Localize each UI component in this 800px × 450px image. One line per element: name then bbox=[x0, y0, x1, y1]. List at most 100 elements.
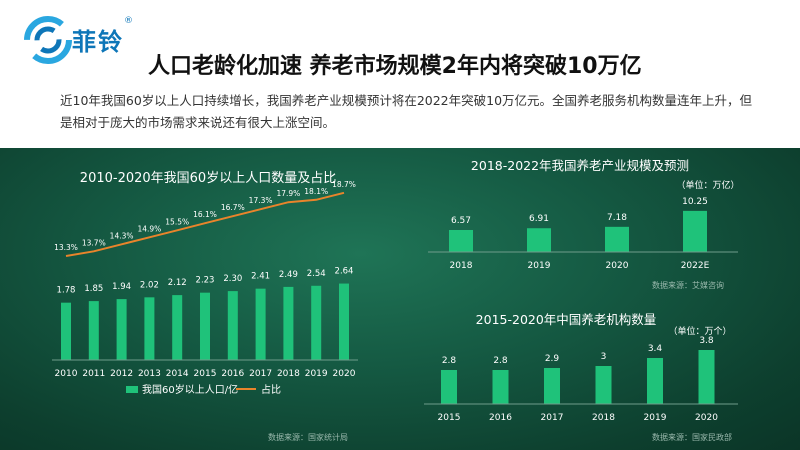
industry-bar-label: 6.57 bbox=[451, 216, 471, 226]
population-bar-label: 2.23 bbox=[196, 276, 215, 286]
population-ratio-label: 17.3% bbox=[249, 196, 273, 205]
population-bar bbox=[283, 286, 294, 360]
population-bar bbox=[61, 302, 71, 360]
institutions-bars bbox=[441, 350, 715, 404]
population-source: 数据来源：国家统计局 bbox=[268, 432, 348, 442]
population-bar-label: 2.12 bbox=[168, 278, 187, 288]
population-chart: 2010-2020年我国60岁以上人口数量及占比 1.78 1.85 1.94 2.0… bbox=[52, 171, 358, 442]
population-ratio-label: 14.9% bbox=[137, 224, 161, 233]
population-ratio-label: 13.7% bbox=[82, 238, 106, 247]
population-bar-label: 1.94 bbox=[112, 282, 131, 292]
population-ratio-label: 17.9% bbox=[276, 189, 300, 198]
industry-x-tick: 2022E bbox=[681, 261, 710, 271]
institutions-x-tick: 2018 bbox=[592, 413, 615, 423]
institutions-chart: 2015-2020年中国养老机构数量 （单位：万个） 2.8 2.8 2.9 3 3.4… bbox=[424, 312, 738, 442]
industry-bars bbox=[449, 210, 707, 252]
population-bar bbox=[311, 285, 322, 360]
population-bar-label: 1.78 bbox=[57, 286, 76, 296]
population-bar bbox=[172, 295, 183, 360]
population-bar-label: 2.54 bbox=[307, 269, 326, 279]
institutions-bar bbox=[595, 366, 612, 404]
institutions-x-ticks: 2015 2016 2017 2018 2019 2020 bbox=[438, 413, 719, 423]
population-x-ticks: 2010 2011 2012 2013 2014 2015 2016 2017 2018 2019… bbox=[55, 369, 356, 379]
industry-bar bbox=[449, 230, 473, 252]
institutions-bar bbox=[544, 368, 560, 404]
institutions-bar bbox=[441, 370, 457, 404]
population-ratio-label: 16.7% bbox=[221, 203, 245, 212]
institutions-bar bbox=[492, 370, 509, 404]
legend-label-population: 我国60岁以上人口/亿 bbox=[142, 383, 238, 396]
page-description: 近10年我国60岁以上人口持续增长，我国养老产业规模预计将在2022年突破10万… bbox=[60, 93, 753, 130]
industry-bar bbox=[683, 210, 707, 252]
industry-chart-title: 2018-2022年我国养老产业规模及预测 bbox=[471, 158, 689, 173]
population-bars bbox=[61, 283, 349, 360]
population-x-tick: 2015 bbox=[194, 369, 217, 379]
population-bar bbox=[116, 299, 127, 360]
population-x-tick: 2020 bbox=[333, 369, 356, 379]
population-x-tick: 2013 bbox=[138, 369, 161, 379]
population-x-tick: 2010 bbox=[55, 369, 78, 379]
institutions-source: 数据来源：国家民政部 bbox=[652, 432, 732, 442]
institutions-bar-label: 3.8 bbox=[699, 336, 714, 346]
population-ratio-label: 14.3% bbox=[110, 231, 134, 240]
population-ratio-label: 15.5% bbox=[165, 217, 189, 226]
population-ratio-label: 18.7% bbox=[332, 180, 356, 189]
population-ratio-label: 18.1% bbox=[304, 187, 328, 196]
institutions-bar-labels: 2.8 2.8 2.9 3 3.4 3.8 bbox=[442, 336, 714, 366]
industry-x-ticks: 2018 2019 2020 2022E bbox=[450, 261, 710, 271]
population-ratio-label: 16.1% bbox=[193, 210, 217, 219]
industry-source: 数据来源：艾媒咨询 bbox=[652, 280, 724, 290]
institutions-x-tick: 2015 bbox=[438, 413, 461, 423]
population-ratio-label: 13.3% bbox=[54, 243, 78, 252]
industry-scale-chart: 2018-2022年我国养老产业规模及预测 （单位：万亿） 6.57 6.91 7.… bbox=[428, 158, 740, 290]
population-bar-labels: 1.78 1.85 1.94 2.02 2.12 2.23 2.30 2.41 2.49 2.54… bbox=[57, 267, 354, 296]
industry-x-tick: 2020 bbox=[606, 261, 629, 271]
chart-panel: 2010-2020年我国60岁以上人口数量及占比 1.78 1.85 1.94 2.0… bbox=[0, 148, 800, 450]
industry-bar-label: 6.91 bbox=[529, 214, 549, 224]
institutions-chart-unit: （单位：万个） bbox=[668, 325, 731, 337]
charts-canvas: 2010-2020年我国60岁以上人口数量及占比 1.78 1.85 1.94 2.0… bbox=[52, 158, 740, 442]
institutions-x-tick: 2017 bbox=[541, 413, 564, 423]
logo-icon bbox=[24, 16, 72, 64]
institutions-bar-label: 3 bbox=[601, 352, 607, 362]
institutions-bar-label: 2.9 bbox=[545, 354, 560, 364]
industry-bar-label: 10.25 bbox=[682, 197, 708, 207]
brand-name: 菲铃 bbox=[72, 28, 124, 56]
institutions-x-tick: 2020 bbox=[695, 413, 718, 423]
population-bar bbox=[339, 283, 349, 360]
header: 菲铃 ® 人口老龄化加速 养老市场规模2年内将突破10万亿 近10年我国60岁以… bbox=[0, 0, 800, 148]
population-bar bbox=[200, 292, 210, 360]
population-bar-label: 2.41 bbox=[251, 272, 270, 282]
industry-bar-labels: 6.57 6.91 7.18 10.25 bbox=[451, 197, 708, 226]
institutions-chart-title: 2015-2020年中国养老机构数量 bbox=[476, 312, 657, 327]
industry-chart-unit: （单位：万亿） bbox=[676, 179, 739, 191]
population-bar-label: 2.64 bbox=[335, 267, 354, 277]
population-ratio-line bbox=[65, 191, 345, 257]
population-x-tick: 2012 bbox=[110, 369, 133, 379]
page-title: 人口老龄化加速 养老市场规模2年内将突破10万亿 bbox=[148, 54, 642, 79]
population-bar-label: 2.49 bbox=[279, 270, 298, 280]
institutions-bar-label: 2.8 bbox=[493, 356, 508, 366]
population-chart-title: 2010-2020年我国60岁以上人口数量及占比 bbox=[80, 171, 336, 186]
industry-bar bbox=[605, 226, 629, 252]
institutions-bar bbox=[698, 350, 715, 404]
legend-swatch-bar bbox=[126, 386, 138, 393]
industry-x-tick: 2018 bbox=[450, 261, 473, 271]
population-bar-label: 1.85 bbox=[84, 284, 103, 294]
population-x-tick: 2017 bbox=[249, 369, 272, 379]
population-x-tick: 2019 bbox=[305, 369, 328, 379]
institutions-bar-label: 2.8 bbox=[442, 356, 457, 366]
population-x-tick: 2014 bbox=[166, 369, 189, 379]
population-bar-label: 2.02 bbox=[140, 280, 159, 290]
industry-x-tick: 2019 bbox=[528, 261, 551, 271]
population-bar-label: 2.30 bbox=[223, 274, 242, 284]
industry-bar bbox=[527, 228, 551, 252]
institutions-bar-label: 3.4 bbox=[648, 344, 663, 354]
legend-label-ratio: 占比 bbox=[261, 383, 281, 396]
population-bar bbox=[88, 301, 99, 360]
population-x-tick: 2016 bbox=[221, 369, 244, 379]
population-bar bbox=[255, 288, 266, 360]
population-bar bbox=[227, 291, 238, 360]
industry-bar-label: 7.18 bbox=[607, 213, 627, 223]
population-ratio-labels: 13.3% 13.7% 14.3%14.9% 15.5% 16.1% 16.7% 17.3%… bbox=[54, 180, 356, 252]
